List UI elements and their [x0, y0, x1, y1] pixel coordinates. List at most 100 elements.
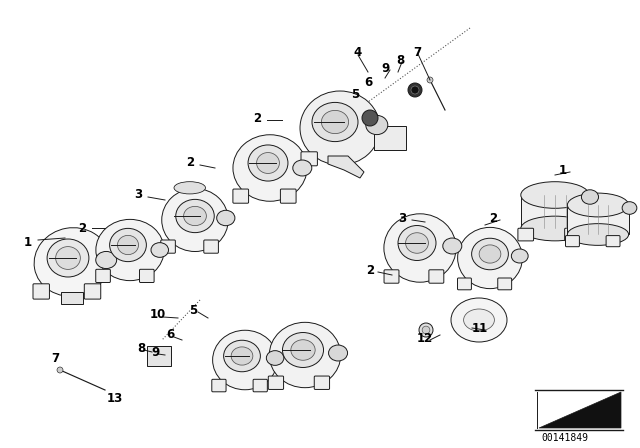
FancyBboxPatch shape	[521, 194, 589, 228]
Ellipse shape	[384, 214, 456, 282]
FancyBboxPatch shape	[566, 236, 579, 247]
FancyBboxPatch shape	[161, 240, 175, 253]
Ellipse shape	[293, 160, 312, 176]
Text: 2: 2	[186, 156, 194, 169]
Ellipse shape	[291, 340, 315, 360]
Ellipse shape	[257, 153, 280, 173]
Ellipse shape	[458, 228, 522, 289]
Ellipse shape	[321, 110, 349, 134]
Ellipse shape	[96, 251, 116, 268]
Ellipse shape	[568, 224, 628, 246]
FancyBboxPatch shape	[84, 284, 100, 299]
FancyBboxPatch shape	[204, 240, 218, 253]
Text: 2: 2	[489, 211, 497, 224]
Ellipse shape	[34, 228, 110, 296]
Text: 7: 7	[413, 46, 421, 59]
Ellipse shape	[118, 235, 138, 254]
FancyBboxPatch shape	[253, 379, 268, 392]
Ellipse shape	[266, 351, 284, 366]
Ellipse shape	[451, 298, 507, 342]
FancyBboxPatch shape	[384, 270, 399, 283]
Circle shape	[427, 77, 433, 83]
Ellipse shape	[162, 189, 228, 251]
Ellipse shape	[174, 182, 205, 194]
FancyBboxPatch shape	[374, 126, 406, 150]
Ellipse shape	[408, 83, 422, 97]
Text: 4: 4	[354, 46, 362, 59]
Text: 9: 9	[151, 345, 159, 358]
Ellipse shape	[568, 193, 628, 217]
Circle shape	[419, 323, 433, 337]
Ellipse shape	[300, 91, 380, 165]
Text: 1: 1	[24, 236, 32, 249]
FancyBboxPatch shape	[458, 278, 472, 290]
Ellipse shape	[622, 202, 637, 214]
Text: 8: 8	[396, 53, 404, 66]
FancyBboxPatch shape	[314, 376, 330, 389]
Text: 1: 1	[559, 164, 567, 177]
Ellipse shape	[217, 210, 235, 226]
Ellipse shape	[443, 238, 462, 254]
Ellipse shape	[521, 182, 589, 208]
Text: 5: 5	[351, 89, 359, 102]
FancyBboxPatch shape	[280, 189, 296, 203]
Ellipse shape	[463, 309, 495, 331]
FancyBboxPatch shape	[429, 270, 444, 283]
Text: 3: 3	[134, 189, 142, 202]
FancyBboxPatch shape	[568, 205, 628, 234]
Ellipse shape	[312, 103, 358, 142]
Ellipse shape	[472, 238, 508, 270]
Text: 13: 13	[107, 392, 123, 405]
Ellipse shape	[511, 249, 528, 263]
FancyBboxPatch shape	[233, 189, 248, 203]
Ellipse shape	[223, 340, 260, 372]
Polygon shape	[539, 392, 621, 428]
Circle shape	[57, 367, 63, 373]
FancyBboxPatch shape	[268, 376, 284, 389]
Text: 12: 12	[417, 332, 433, 345]
Ellipse shape	[212, 330, 277, 390]
FancyBboxPatch shape	[301, 152, 317, 166]
Text: 6: 6	[166, 328, 174, 341]
Ellipse shape	[269, 322, 340, 388]
FancyBboxPatch shape	[564, 228, 580, 241]
Text: 8: 8	[137, 341, 145, 354]
Text: 5: 5	[189, 303, 197, 316]
FancyBboxPatch shape	[147, 346, 171, 366]
Ellipse shape	[151, 243, 168, 257]
Ellipse shape	[96, 220, 164, 280]
Ellipse shape	[328, 345, 348, 361]
Polygon shape	[328, 156, 364, 178]
Text: 2: 2	[78, 221, 86, 234]
Ellipse shape	[398, 225, 436, 260]
Ellipse shape	[184, 207, 206, 226]
FancyBboxPatch shape	[518, 228, 534, 241]
FancyBboxPatch shape	[140, 269, 154, 283]
Ellipse shape	[581, 190, 598, 204]
Text: 11: 11	[472, 322, 488, 335]
Circle shape	[362, 110, 378, 126]
FancyBboxPatch shape	[498, 278, 511, 290]
FancyBboxPatch shape	[61, 293, 83, 304]
Text: 2: 2	[253, 112, 261, 125]
Ellipse shape	[109, 228, 147, 262]
Text: 6: 6	[364, 76, 372, 89]
FancyBboxPatch shape	[33, 284, 49, 299]
Circle shape	[422, 326, 430, 334]
Text: 00141849: 00141849	[541, 433, 589, 443]
Ellipse shape	[521, 216, 589, 241]
Ellipse shape	[282, 332, 323, 367]
Ellipse shape	[231, 347, 253, 365]
Ellipse shape	[411, 86, 419, 94]
Text: 7: 7	[51, 352, 59, 365]
Text: 9: 9	[381, 61, 389, 74]
FancyBboxPatch shape	[606, 236, 620, 247]
Ellipse shape	[479, 245, 501, 263]
FancyBboxPatch shape	[212, 379, 226, 392]
Ellipse shape	[248, 145, 288, 181]
Ellipse shape	[233, 135, 307, 201]
Ellipse shape	[406, 233, 428, 253]
Ellipse shape	[176, 199, 214, 233]
Text: 2: 2	[366, 263, 374, 276]
Ellipse shape	[366, 116, 388, 134]
